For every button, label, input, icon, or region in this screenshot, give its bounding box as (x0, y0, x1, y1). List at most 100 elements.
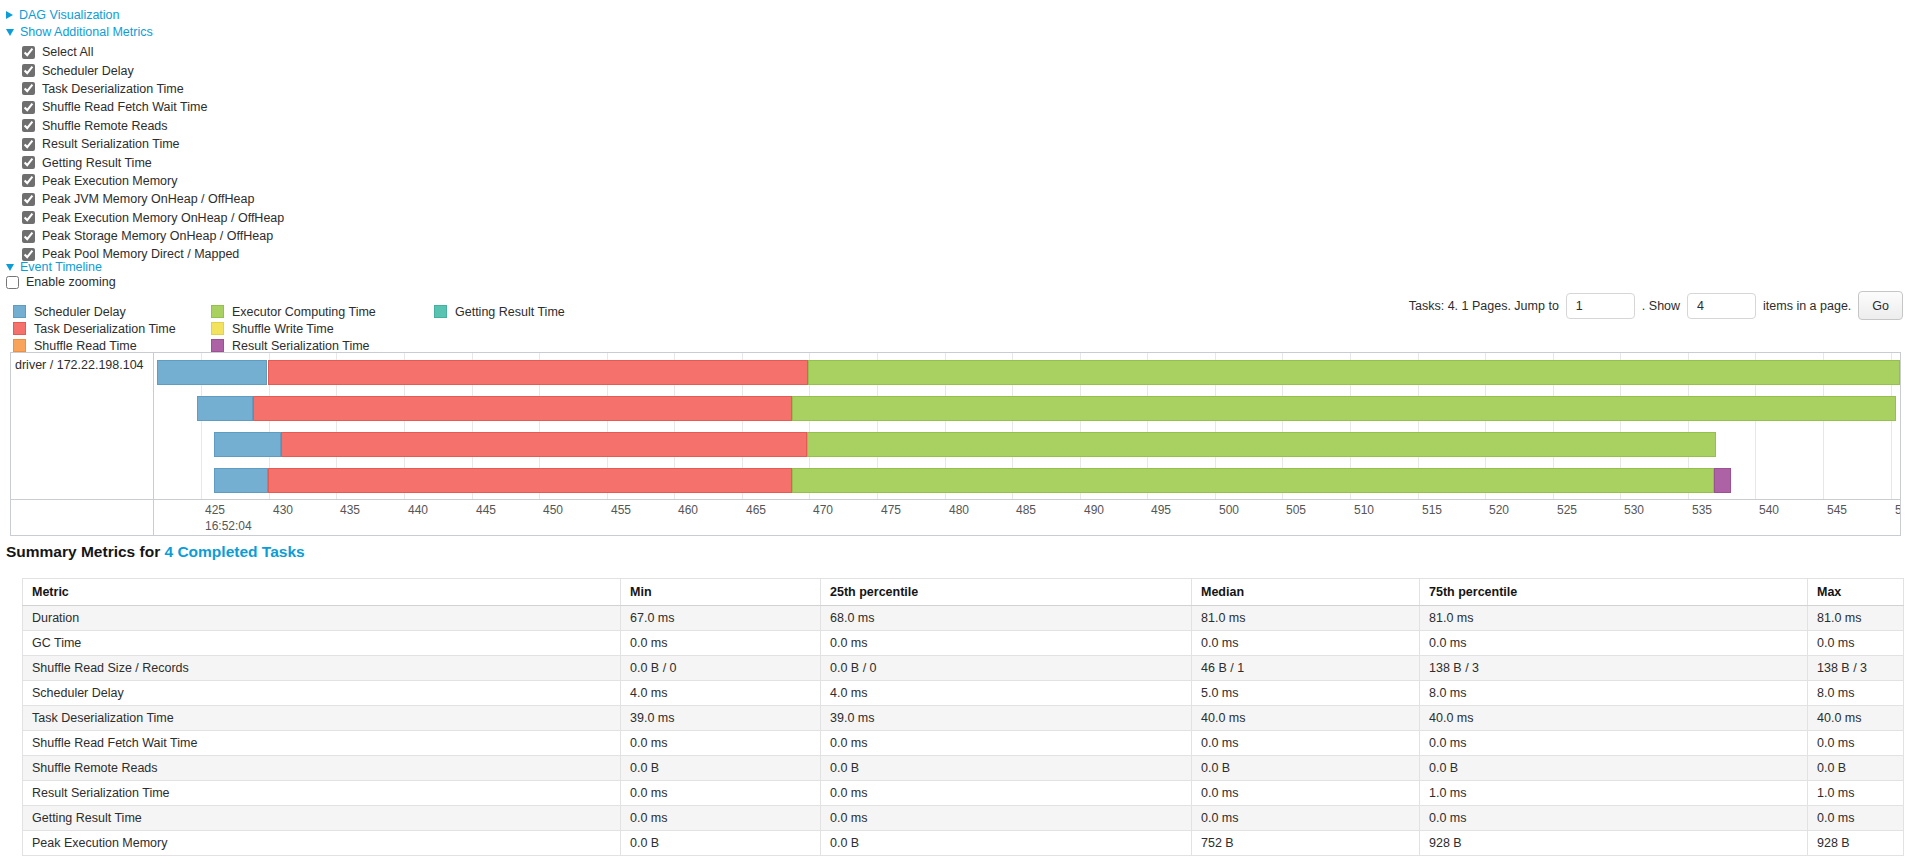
checkbox-label: Peak JVM Memory OnHeap / OffHeap (42, 192, 254, 206)
metric-name-cell: Peak Execution Memory (23, 831, 621, 856)
metric-checkbox-row: Scheduler Delay (22, 61, 284, 79)
legend-label: Result Serialization Time (232, 339, 370, 353)
metric-value-cell: 39.0 ms (821, 706, 1192, 731)
event-timeline-toggle[interactable]: Event Timeline (6, 260, 102, 274)
legend-swatch-icon (13, 339, 26, 352)
metric-value-cell: 8.0 ms (1808, 681, 1904, 706)
metric-value-cell: 0.0 ms (1420, 806, 1808, 831)
checkbox-label: Peak Execution Memory OnHeap / OffHeap (42, 211, 284, 225)
axis-tick-label: 535 (1692, 503, 1712, 517)
metric-checkbox-row: Getting Result Time (22, 153, 284, 171)
table-row: Scheduler Delay4.0 ms4.0 ms5.0 ms8.0 ms8… (23, 681, 1904, 706)
metric-value-cell: 928 B (1420, 831, 1808, 856)
checkbox-shuffle-read-fetch-wait-time[interactable] (22, 101, 35, 114)
task-bar-segment-executor-computing[interactable] (807, 432, 1717, 457)
axis-tick-label: 505 (1286, 503, 1306, 517)
enable-zooming-checkbox[interactable] (6, 276, 19, 289)
chevron-down-icon (6, 264, 14, 271)
metric-value-cell: 0.0 ms (621, 731, 821, 756)
jump-to-page-input[interactable] (1566, 293, 1635, 319)
task-bar-segment-task-deserialization[interactable] (253, 396, 792, 421)
metric-value-cell: 0.0 ms (821, 731, 1192, 756)
metric-value-cell: 81.0 ms (1192, 606, 1420, 631)
checkbox-label: Peak Execution Memory (42, 174, 177, 188)
checkbox-label: Select All (42, 45, 93, 59)
checkbox-peak-storage-memory-onheap-offheap[interactable] (22, 230, 35, 243)
metrics-checkbox-list: Select All Scheduler Delay Task Deserializ… (22, 43, 284, 264)
items-per-page-input[interactable] (1687, 293, 1756, 319)
task-bar-segment-task-deserialization[interactable] (281, 432, 807, 457)
task-bar-segment-executor-computing[interactable] (808, 360, 1900, 385)
checkbox-peak-execution-memory-onheap-offheap[interactable] (22, 211, 35, 224)
column-header-metric: Metric (23, 579, 621, 606)
axis-tick-label: 470 (813, 503, 833, 517)
axis-tick-label: 540 (1759, 503, 1779, 517)
metric-checkbox-row: Select All (22, 43, 284, 61)
metric-checkbox-row: Peak Execution Memory (22, 172, 284, 190)
summary-title-text: Summary Metrics for (6, 543, 165, 560)
checkbox-label: Peak Storage Memory OnHeap / OffHeap (42, 229, 273, 243)
metric-value-cell: 0.0 B / 0 (621, 656, 821, 681)
metric-value-cell: 68.0 ms (821, 606, 1192, 631)
pagination-suffix-text: items in a page. (1763, 299, 1851, 313)
legend-item-executor-computing-time: Executor Computing Time (211, 303, 376, 320)
checkbox-label: Getting Result Time (42, 156, 152, 170)
task-bar-segment-task-deserialization[interactable] (268, 468, 792, 493)
header-row: MetricMin25th percentileMedian75th perce… (23, 579, 1904, 606)
table-row: Shuffle Read Size / Records0.0 B / 00.0 … (23, 656, 1904, 681)
task-bar-segment-scheduler-delay[interactable] (157, 360, 268, 385)
go-button[interactable]: Go (1858, 291, 1903, 320)
axis-tick-label: 435 (340, 503, 360, 517)
pagination-mid-text: . Show (1642, 299, 1680, 313)
metric-value-cell: 4.0 ms (821, 681, 1192, 706)
checkbox-scheduler-delay[interactable] (22, 64, 35, 77)
completed-tasks-link[interactable]: 4 Completed Tasks (165, 543, 305, 560)
task-bar-segment-executor-computing[interactable] (792, 468, 1714, 493)
checkbox-label: Scheduler Delay (42, 64, 134, 78)
summary-metrics-title: Summary Metrics for 4 Completed Tasks (6, 543, 305, 561)
task-bar-segment-scheduler-delay[interactable] (214, 432, 282, 457)
metric-value-cell: 0.0 B / 0 (821, 656, 1192, 681)
table-row: Getting Result Time0.0 ms0.0 ms0.0 ms0.0… (23, 806, 1904, 831)
metric-value-cell: 0.0 ms (1808, 806, 1904, 831)
metric-value-cell: 0.0 B (621, 831, 821, 856)
metric-value-cell: 0.0 ms (821, 781, 1192, 806)
legend-swatch-icon (13, 322, 26, 335)
column-header-max: Max (1808, 579, 1904, 606)
task-bar-segment-task-deserialization[interactable] (268, 360, 809, 385)
summary-table-body: Duration67.0 ms68.0 ms81.0 ms81.0 ms81.0… (23, 606, 1904, 856)
task-bar-segment-result-serialization[interactable] (1714, 468, 1732, 493)
checkbox-result-serialization-time[interactable] (22, 138, 35, 151)
checkbox-select-all[interactable] (22, 46, 35, 59)
checkbox-task-deserialization-time[interactable] (22, 82, 35, 95)
table-row: Task Deserialization Time39.0 ms39.0 ms4… (23, 706, 1904, 731)
checkbox-label: Task Deserialization Time (42, 82, 184, 96)
task-bar-segment-scheduler-delay[interactable] (214, 468, 268, 493)
task-bar-segment-scheduler-delay[interactable] (197, 396, 252, 421)
dag-visualization-toggle[interactable]: DAG Visualization (6, 8, 120, 22)
metric-checkbox-row: Peak JVM Memory OnHeap / OffHeap (22, 190, 284, 208)
table-row: Shuffle Read Fetch Wait Time0.0 ms0.0 ms… (23, 731, 1904, 756)
column-header-median: Median (1192, 579, 1420, 606)
checkbox-getting-result-time[interactable] (22, 156, 35, 169)
legend-item-scheduler-delay: Scheduler Delay (13, 303, 176, 320)
checkbox-peak-jvm-memory-onheap-offheap[interactable] (22, 193, 35, 206)
metric-value-cell: 0.0 ms (821, 631, 1192, 656)
metric-value-cell: 67.0 ms (621, 606, 821, 631)
axis-tick-label: 480 (949, 503, 969, 517)
metric-value-cell: 0.0 ms (821, 806, 1192, 831)
task-bar-segment-executor-computing[interactable] (792, 396, 1896, 421)
metric-value-cell: 138 B / 3 (1808, 656, 1904, 681)
checkbox-peak-execution-memory[interactable] (22, 174, 35, 187)
metric-value-cell: 928 B (1808, 831, 1904, 856)
checkbox-shuffle-remote-reads[interactable] (22, 119, 35, 132)
metric-value-cell: 1.0 ms (1808, 781, 1904, 806)
metric-value-cell: 4.0 ms (621, 681, 821, 706)
metric-value-cell: 0.0 ms (1808, 631, 1904, 656)
checkbox-label: Result Serialization Time (42, 137, 180, 151)
metric-checkbox-row: Shuffle Remote Reads (22, 117, 284, 135)
axis-time-label: 16:52:04 (205, 519, 252, 533)
metric-value-cell: 40.0 ms (1192, 706, 1420, 731)
show-additional-metrics-toggle[interactable]: Show Additional Metrics (6, 25, 153, 39)
legend-label: Executor Computing Time (232, 305, 376, 319)
